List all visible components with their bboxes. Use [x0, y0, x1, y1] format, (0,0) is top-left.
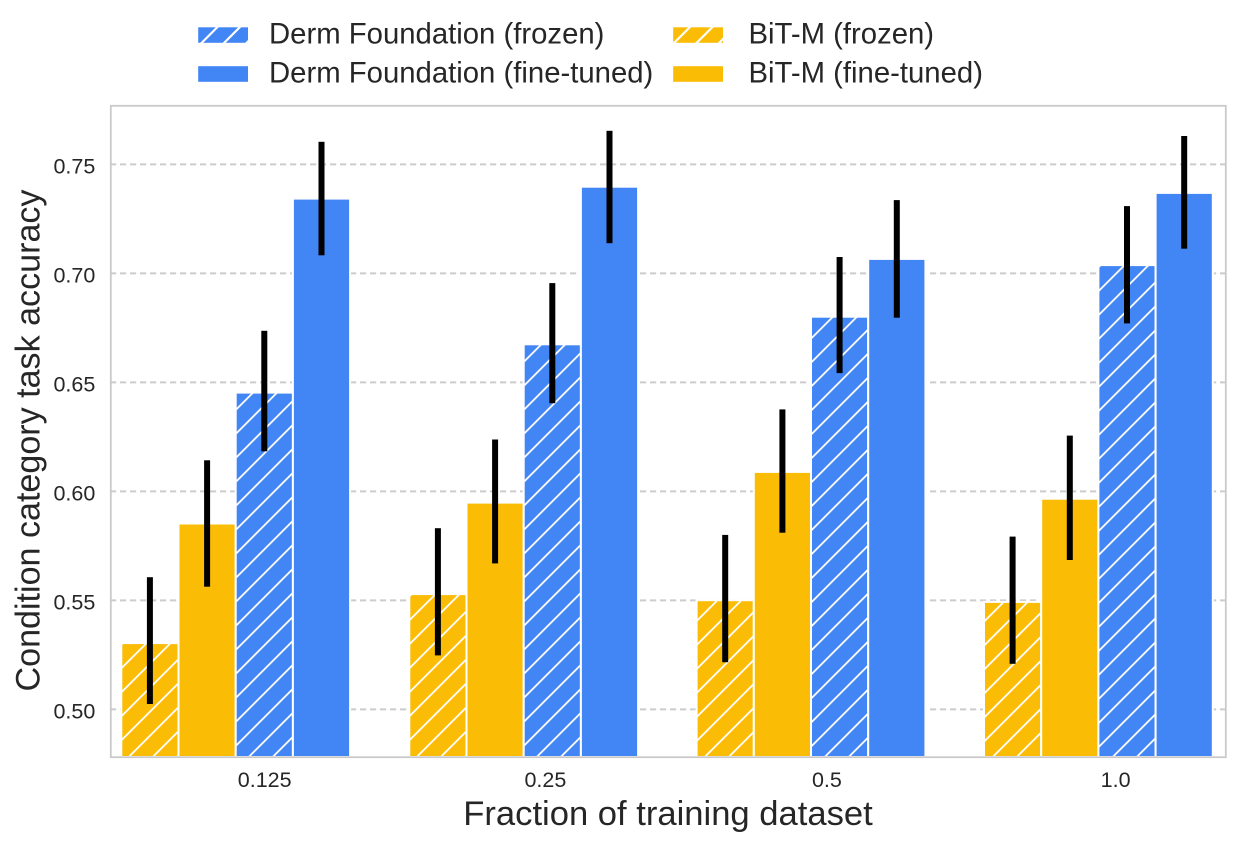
svg-text:0.60: 0.60 [53, 482, 95, 506]
svg-text:0.125: 0.125 [238, 768, 292, 792]
svg-text:0.70: 0.70 [53, 264, 95, 288]
svg-text:Condition category task accura: Condition category task accuracy [10, 190, 48, 692]
svg-text:0.5: 0.5 [812, 768, 842, 792]
svg-text:BiT-M (fine-tuned): BiT-M (fine-tuned) [749, 57, 983, 90]
svg-text:0.50: 0.50 [53, 700, 95, 724]
svg-text:BiT-M (frozen): BiT-M (frozen) [749, 18, 935, 51]
svg-text:0.75: 0.75 [53, 155, 95, 179]
svg-text:0.65: 0.65 [53, 373, 95, 397]
svg-text:1.0: 1.0 [1101, 768, 1131, 792]
svg-text:Fraction of training dataset: Fraction of training dataset [463, 795, 873, 833]
svg-text:Derm Foundation (frozen): Derm Foundation (frozen) [269, 18, 604, 51]
svg-text:Derm Foundation (fine-tuned): Derm Foundation (fine-tuned) [269, 57, 653, 90]
svg-text:0.55: 0.55 [53, 591, 95, 615]
svg-text:0.25: 0.25 [524, 768, 566, 792]
